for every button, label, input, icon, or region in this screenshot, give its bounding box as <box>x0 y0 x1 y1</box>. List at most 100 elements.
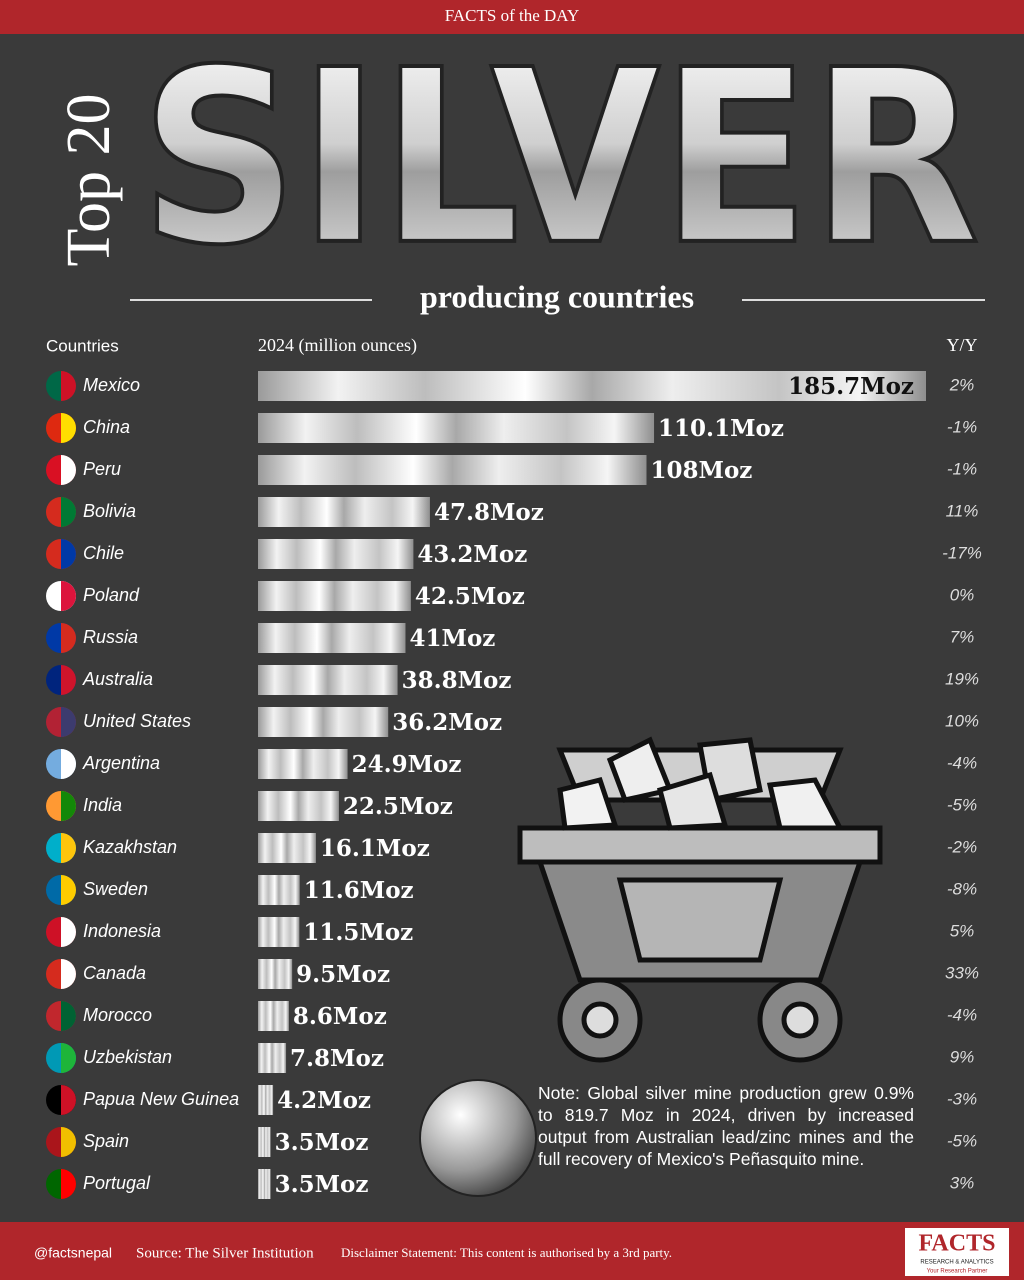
yoy-label: 9% <box>950 1047 975 1066</box>
value-label: 42.5Moz <box>415 583 525 610</box>
flag <box>61 833 76 863</box>
flag <box>61 665 76 695</box>
category-label: China <box>83 417 130 437</box>
category-label: Spain <box>83 1131 129 1151</box>
value-label: 9.5Moz <box>296 961 390 988</box>
flag <box>61 623 76 653</box>
logo-box <box>905 1228 1009 1276</box>
title-prefix: Top 20 <box>55 93 123 266</box>
category-label: Sweden <box>83 879 148 899</box>
yoy-label: 11% <box>946 501 979 520</box>
yoy-label: 2% <box>949 375 975 394</box>
bar <box>258 623 406 653</box>
value-label: 43.2Moz <box>417 541 527 568</box>
bar <box>258 413 655 443</box>
bar <box>258 1169 271 1199</box>
bar <box>258 665 398 695</box>
footer-source: Source: The Silver Institution <box>136 1245 314 1261</box>
bar <box>258 455 647 485</box>
category-label: Kazakhstan <box>83 837 177 857</box>
flag <box>61 875 76 905</box>
category-label: Australia <box>82 669 153 689</box>
bar <box>258 1127 271 1157</box>
category-label: Morocco <box>83 1005 152 1025</box>
flag <box>61 1001 76 1031</box>
value-label: 11.5Moz <box>303 919 413 946</box>
bar <box>258 497 430 527</box>
flag <box>61 1169 76 1199</box>
category-label: Canada <box>83 963 146 983</box>
yoy-label: 5% <box>950 921 975 940</box>
category-label: United States <box>83 711 191 731</box>
note: Note: Global silver mine production grew… <box>538 1083 914 1169</box>
category-label: Russia <box>83 627 138 647</box>
column-header: 2024 (million ounces) <box>258 335 417 356</box>
header-bar <box>0 0 1024 34</box>
flag <box>61 917 76 947</box>
yoy-label: -1% <box>947 417 977 436</box>
bar <box>258 371 926 401</box>
bar <box>258 749 348 779</box>
category-label: Uzbekistan <box>83 1047 172 1067</box>
category-label: Mexico <box>83 375 140 395</box>
bar <box>258 1001 289 1031</box>
yoy-label: 0% <box>950 585 975 604</box>
category-label: Indonesia <box>83 921 161 941</box>
flag <box>61 1085 76 1115</box>
category-label: Argentina <box>82 753 160 773</box>
flag <box>61 455 76 485</box>
category-label: Papua New Guinea <box>83 1089 239 1109</box>
value-label: 8.6Moz <box>293 1003 387 1030</box>
flag <box>61 707 76 737</box>
bar <box>258 875 300 905</box>
title: SILVER <box>140 18 980 298</box>
bar <box>258 581 411 611</box>
bar <box>258 1043 287 1073</box>
value-label: 22.5Moz <box>343 793 453 820</box>
logo: FACTS <box>919 1231 996 1257</box>
bar <box>258 833 316 863</box>
category-label: India <box>83 795 122 815</box>
column-header: Countries <box>46 336 119 355</box>
yoy-label: -3% <box>947 1089 977 1108</box>
flag <box>61 959 76 989</box>
value-label: 47.8Moz <box>434 499 544 526</box>
category-label: Poland <box>83 585 140 605</box>
bar <box>258 917 300 947</box>
flag <box>61 497 76 527</box>
mine-cart-illustration <box>517 736 883 1063</box>
flag <box>61 749 76 779</box>
yoy-label: -17% <box>942 543 982 562</box>
value-label: 4.2Moz <box>277 1087 371 1114</box>
yoy-label: -5% <box>947 1131 977 1150</box>
flag <box>61 1127 76 1157</box>
value-label: 7.8Moz <box>290 1045 384 1072</box>
flag <box>61 539 76 569</box>
yoy-label: -4% <box>947 1005 977 1024</box>
yoy-label: 10% <box>945 711 979 730</box>
flag <box>61 413 76 443</box>
logo-sub: RESEARCH & ANALYTICS <box>920 1260 993 1266</box>
value-label: 36.2Moz <box>392 709 502 736</box>
value-label: 38.8Moz <box>402 667 512 694</box>
yoy-label: -4% <box>947 753 977 772</box>
flag <box>61 371 76 401</box>
yoy-label: -5% <box>947 795 977 814</box>
category-label: Portugal <box>83 1173 151 1193</box>
category-label: Peru <box>83 459 121 479</box>
bar <box>258 959 293 989</box>
bar <box>258 539 414 569</box>
value-label: 3.5Moz <box>275 1171 369 1198</box>
yoy-label: 19% <box>945 669 979 688</box>
yoy-label: 33% <box>945 963 979 982</box>
value-label: 110.1Moz <box>658 415 784 442</box>
bar <box>258 1085 274 1115</box>
flag <box>61 581 76 611</box>
value-label: 185.7Moz <box>788 373 914 400</box>
footer-disclaimer: Disclaimer Statement: This content is au… <box>341 1245 672 1260</box>
logo-tag: Your Research Partner <box>927 1269 988 1275</box>
value-label: 41Moz <box>409 625 495 652</box>
category-label: Bolivia <box>83 501 136 521</box>
